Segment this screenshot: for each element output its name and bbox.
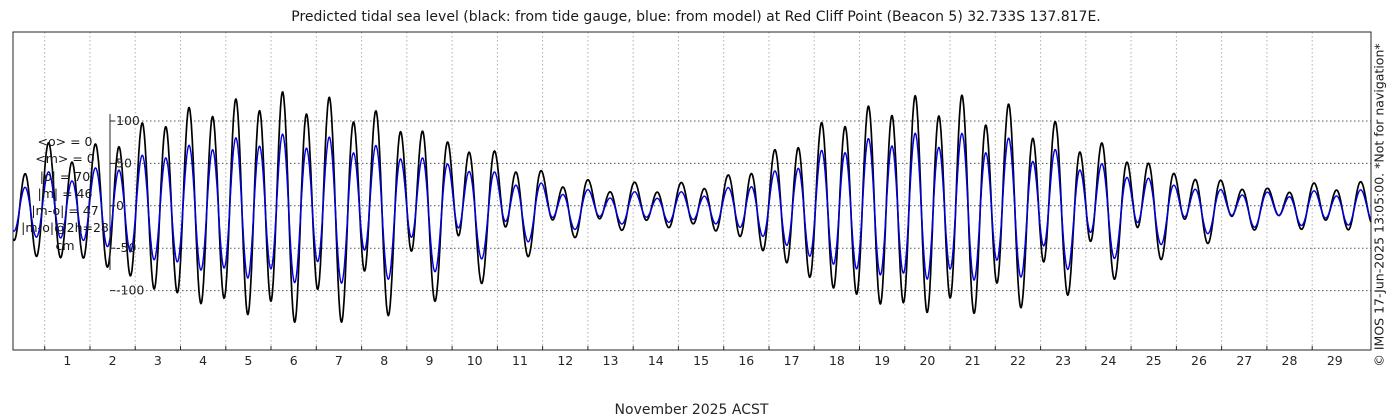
x-axis-label: November 2025 ACST bbox=[614, 402, 769, 418]
y-tick-label: -50 bbox=[116, 240, 136, 255]
x-tick-label: 11 bbox=[512, 353, 528, 368]
series-model-line bbox=[12, 132, 1372, 284]
stat-model-abs: |m| = 46 bbox=[37, 185, 93, 201]
x-tick-label: 14 bbox=[648, 353, 664, 368]
x-tick-label: 8 bbox=[380, 353, 388, 368]
x-tick-label: 7 bbox=[335, 353, 343, 368]
x-tick-label: 19 bbox=[874, 353, 890, 368]
x-tick-label: 12 bbox=[557, 353, 573, 368]
plot-area-frame bbox=[12, 31, 1372, 351]
credit-text: © IMOS 17-Jun-2025 13:05:00. *Not for na… bbox=[1371, 43, 1387, 367]
series-layer bbox=[12, 91, 1372, 324]
x-tick-label: 29 bbox=[1327, 353, 1343, 368]
x-tick-label: 27 bbox=[1236, 353, 1252, 368]
stat-unit: cm bbox=[55, 237, 75, 253]
stat-obs-mean: <o> = 0 bbox=[37, 134, 93, 149]
series-tide-gauge-line bbox=[12, 91, 1372, 324]
x-tick-label: 6 bbox=[290, 353, 298, 368]
stat-diff-2h: |m-o|@2h=28 bbox=[21, 220, 109, 236]
x-tick-label: 2 bbox=[109, 353, 117, 368]
y-tick-label: 0 bbox=[116, 198, 124, 213]
x-tick-label: 24 bbox=[1101, 353, 1117, 368]
x-tick-label: 28 bbox=[1282, 353, 1298, 368]
x-tick-label: 23 bbox=[1055, 353, 1071, 368]
stat-diff-abs: |m-o| = 47 bbox=[31, 203, 99, 219]
x-tick-label: 10 bbox=[467, 353, 483, 368]
x-ticks: 1 2 3 4 5 6 7 8 9 10 11 12 13 14 15 16 17 18 19 20 21 22 23 24 2… bbox=[44, 346, 1343, 368]
stat-obs-abs: |o| = 70 bbox=[39, 168, 91, 184]
x-tick-label: 21 bbox=[965, 353, 981, 368]
x-gridlines bbox=[44, 32, 1313, 350]
y-tick-label: -100 bbox=[116, 283, 144, 298]
x-tick-label: 20 bbox=[919, 353, 935, 368]
x-tick-label: 17 bbox=[784, 353, 800, 368]
x-tick-label: 4 bbox=[199, 353, 207, 368]
x-tick-label: 16 bbox=[738, 353, 754, 368]
x-tick-label: 18 bbox=[829, 353, 845, 368]
x-tick-label: 13 bbox=[603, 353, 619, 368]
x-tick-label: 15 bbox=[693, 353, 709, 368]
x-tick-label: 25 bbox=[1146, 353, 1162, 368]
statistics-panel: <o> = 0 <m> = 0 |o| = 70 |m| = 46 |m-o| … bbox=[12, 133, 118, 254]
x-tick-label: 5 bbox=[244, 353, 252, 368]
y-tick-label: 50 bbox=[116, 155, 132, 170]
x-tick-label: 26 bbox=[1191, 353, 1207, 368]
y-ticks: 100 50 0 -50 -100 bbox=[110, 113, 144, 298]
x-tick-label: 9 bbox=[426, 353, 434, 368]
x-tick-label: 3 bbox=[154, 353, 162, 368]
y-tick-label: 100 bbox=[116, 113, 140, 128]
x-tick-label: 1 bbox=[63, 353, 71, 368]
chart-title: Predicted tidal sea level (black: from t… bbox=[291, 9, 1101, 25]
x-tick-label: 22 bbox=[1010, 353, 1026, 368]
stat-model-mean: <m> = 0 bbox=[35, 151, 95, 167]
